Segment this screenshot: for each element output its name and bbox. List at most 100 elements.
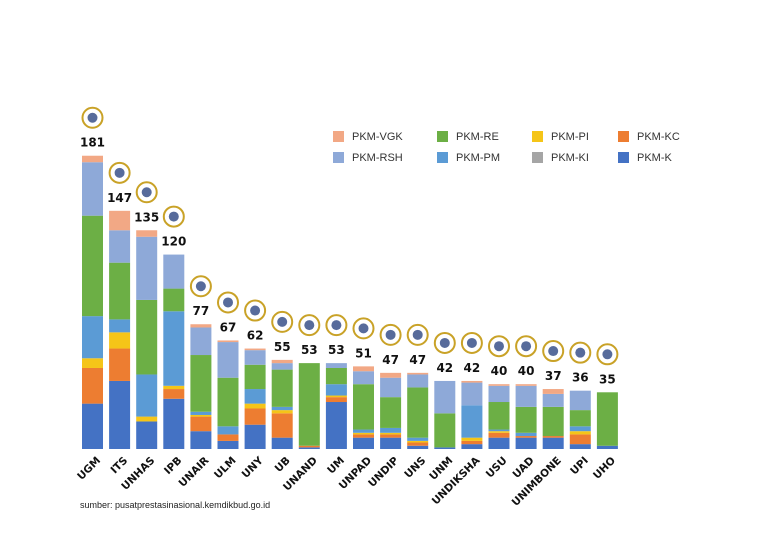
total-label-its: 147: [107, 191, 132, 205]
bar-segment-pkm-pi-unhas: [136, 416, 158, 422]
bar-segment-pkm-k-unimbone: [542, 437, 564, 449]
bar-segment-pkm-kc-usu: [488, 432, 510, 438]
bar-segment-pkm-re-unpad: [353, 384, 374, 430]
legend-swatch-pkm-kc: [618, 131, 629, 142]
bar-segment-pkm-rsh-unair: [190, 327, 212, 356]
bar-segment-pkm-vgk-uad: [515, 384, 537, 386]
bar-segment-pkm-kc-undip: [380, 434, 402, 438]
bar-segment-pkm-vgk-unpad: [353, 366, 374, 372]
total-label-ub: 55: [274, 340, 291, 354]
bar-segment-pkm-kc-uns: [407, 442, 429, 446]
university-logo-core-icon-unm: [439, 337, 450, 348]
bar-segment-pkm-rsh-ulm: [217, 342, 239, 378]
x-label-ulm: ULM: [212, 455, 239, 482]
bar-segment-pkm-vgk-usu: [488, 384, 510, 386]
bar-segment-pkm-re-um: [325, 367, 347, 385]
bar-segment-pkm-rsh-um: [325, 363, 347, 368]
total-label-unimbone: 37: [545, 369, 562, 383]
x-label-its: ITS: [109, 455, 131, 477]
total-label-undip: 47: [382, 353, 399, 367]
bar-segment-pkm-rsh-uad: [515, 385, 537, 407]
total-label-unpad: 51: [355, 346, 372, 360]
legend-label-pkm-kc: PKM-KC: [637, 131, 680, 143]
university-logo-core-icon-undiksha: [466, 337, 477, 348]
total-label-um: 53: [328, 343, 345, 357]
bar-segment-pkm-rsh-upi: [569, 390, 591, 411]
bar-segment-pkm-k-undiksha: [461, 444, 483, 449]
legend-label-pkm-ki: PKM-KI: [551, 152, 589, 164]
bar-segment-pkm-k-uho: [596, 445, 618, 449]
legend-label-pkm-re: PKM-RE: [456, 131, 499, 143]
bar-segment-pkm-re-unair: [190, 355, 212, 412]
x-label-ipb: IPB: [162, 455, 184, 477]
bar-segment-pkm-k-uny: [244, 424, 266, 449]
total-label-uho: 35: [599, 372, 616, 386]
total-label-unair: 77: [193, 304, 210, 318]
legend-swatch-pkm-pi: [532, 131, 543, 142]
bar-segment-pkm-rsh-undiksha: [461, 382, 483, 406]
legend-label-pkm-pm: PKM-PM: [456, 152, 500, 164]
bar-segment-pkm-k-upi: [569, 444, 591, 449]
bar-segment-pkm-pm-unhas: [136, 374, 158, 417]
bar-segment-pkm-re-uny: [244, 364, 266, 390]
bar-segment-pkm-vgk-ub: [271, 359, 293, 364]
university-logo-core-icon-ulm: [223, 297, 233, 308]
bar-segment-pkm-kc-uny: [244, 408, 266, 425]
bar-segment-pkm-pi-its: [109, 332, 131, 349]
bar-segment-pkm-rsh-usu: [488, 385, 510, 403]
bar-segment-pkm-vgk-its: [109, 210, 131, 231]
bar-segment-pkm-pi-upi: [569, 431, 591, 435]
x-label-usu: USU: [484, 455, 510, 481]
bar-segment-pkm-kc-uad: [515, 436, 537, 438]
total-label-uns: 47: [409, 353, 426, 367]
bar-segment-pkm-kc-um: [325, 397, 347, 403]
bar-segment-pkm-vgk-undip: [380, 372, 402, 378]
bar-segment-pkm-k-ipb: [163, 398, 185, 449]
legend-label-pkm-vgk: PKM-VGK: [352, 131, 403, 143]
university-logo-core-icon-unand: [304, 320, 315, 331]
bar-segment-pkm-re-uho: [596, 392, 618, 446]
bar-segment-pkm-k-uns: [407, 445, 429, 449]
bar-segment-pkm-k-usu: [488, 437, 510, 449]
university-logo-core-icon-uho: [602, 349, 613, 360]
bar-segment-pkm-rsh-unm: [434, 380, 456, 414]
total-label-usu: 40: [491, 364, 508, 378]
bar-segment-pkm-re-unm: [434, 413, 456, 448]
bar-segment-pkm-rsh-unpad: [353, 371, 374, 385]
bar-segment-pkm-pm-undip: [380, 427, 402, 433]
university-logo-core-icon-um: [331, 320, 342, 331]
bar-segment-pkm-k-its: [109, 380, 131, 449]
bar-segment-pkm-kc-ulm: [217, 434, 239, 441]
bars-group: [82, 155, 618, 449]
legend-swatch-pkm-rsh: [333, 152, 344, 163]
bar-segment-pkm-vgk-ugm: [82, 155, 103, 163]
university-logo-core-icon-ugm: [87, 112, 98, 123]
university-logo-core-icon-unair: [195, 281, 206, 292]
bar-segment-pkm-pi-uns: [407, 440, 429, 443]
bar-segment-pkm-re-ulm: [217, 377, 239, 427]
bar-segment-pkm-rsh-uns: [407, 374, 429, 388]
bar-segment-pkm-pm-upi: [569, 426, 591, 432]
bar-segment-pkm-pm-undiksha: [461, 405, 483, 438]
x-label-um: UM: [325, 455, 347, 477]
bar-segment-pkm-k-unpad: [353, 437, 374, 449]
total-label-uad: 40: [518, 364, 535, 378]
university-logo-core-icon-undip: [385, 329, 396, 340]
source-note: sumber: pusatprestasinasional.kemdikbud.…: [80, 500, 271, 510]
bar-segment-pkm-vgk-uny: [244, 348, 266, 351]
total-label-unm: 42: [436, 361, 453, 375]
bar-segment-pkm-pi-ugm: [82, 358, 103, 368]
bar-segment-pkm-re-unimbone: [542, 406, 564, 437]
university-logo-core-icon-unpad: [358, 323, 369, 334]
x-label-unair: UNAIR: [177, 455, 212, 490]
legend-swatch-pkm-k: [618, 152, 629, 163]
bar-segment-pkm-pi-usu: [488, 431, 510, 433]
total-label-upi: 36: [572, 371, 589, 385]
legend-swatch-pkm-ki: [532, 152, 543, 163]
total-label-unand: 53: [301, 343, 318, 357]
bar-segment-pkm-rsh-unhas: [136, 236, 158, 300]
x-label-uns: UNS: [402, 455, 428, 481]
total-label-ugm: 181: [80, 136, 105, 150]
